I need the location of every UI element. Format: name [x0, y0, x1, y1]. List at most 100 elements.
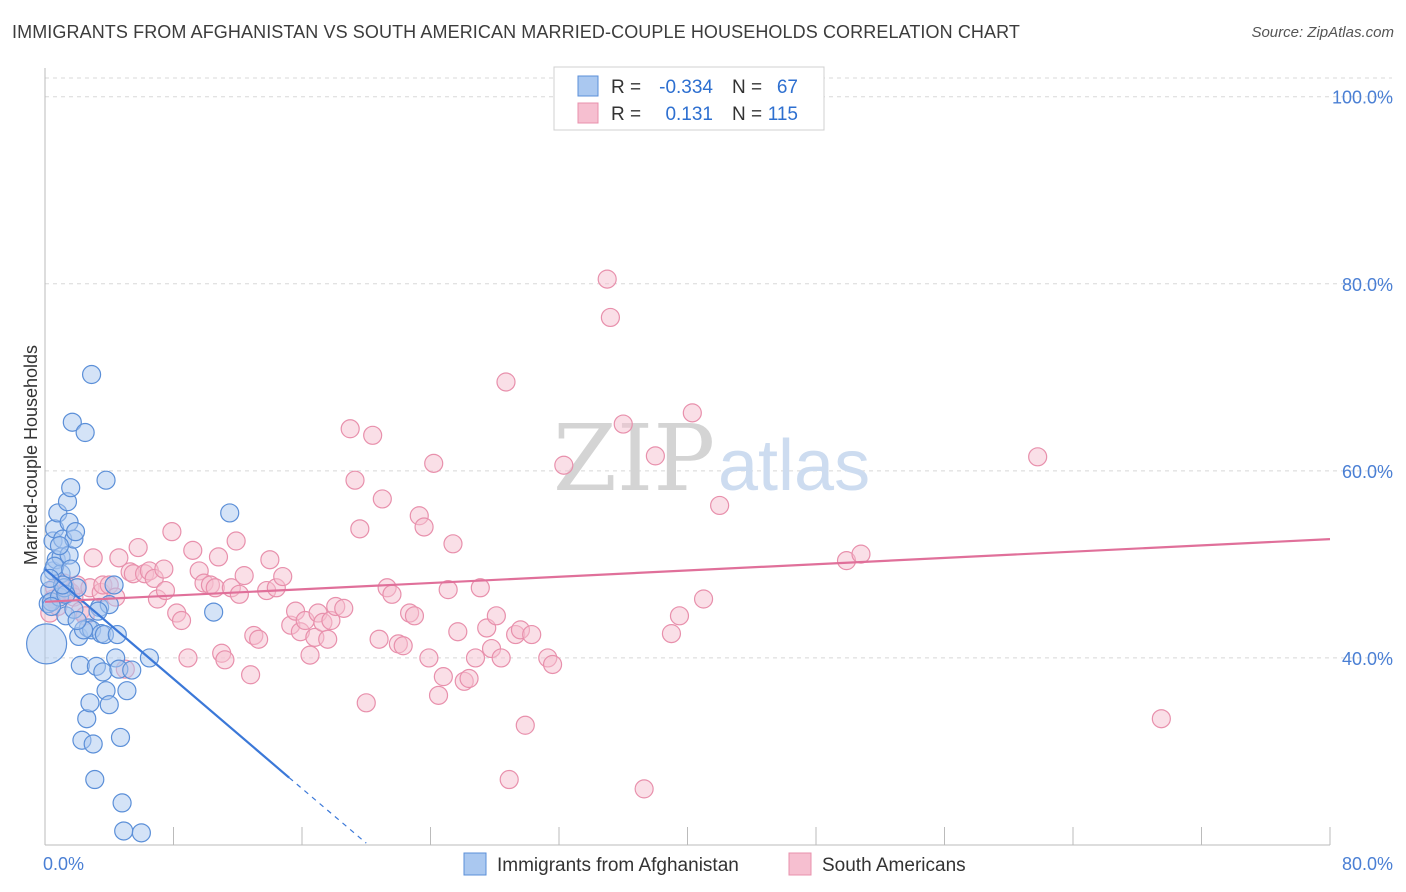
- data-point: [491, 648, 511, 668]
- data-point: [414, 517, 434, 537]
- watermark: ZIP atlas: [553, 405, 870, 512]
- data-point: [67, 610, 87, 631]
- data-point: [1028, 447, 1048, 467]
- data-point: [26, 623, 68, 665]
- data-point: [448, 622, 468, 642]
- data-point: [404, 606, 425, 626]
- trend-lines: [44, 538, 1331, 844]
- legend-r-label-pink: R =: [611, 104, 641, 125]
- data-point: [470, 578, 490, 598]
- data-point: [109, 548, 129, 568]
- data-point: [340, 419, 360, 439]
- data-point: [356, 693, 376, 713]
- data-point: [183, 540, 203, 560]
- data-point: [661, 624, 682, 644]
- data-point: [499, 769, 519, 790]
- data-point: [249, 629, 269, 649]
- data-point: [204, 602, 224, 622]
- data-point: [162, 522, 182, 542]
- data-point: [597, 269, 617, 289]
- data-point: [93, 662, 113, 682]
- data-point: [350, 519, 370, 539]
- data-point: [215, 650, 235, 670]
- axes: [44, 68, 1331, 846]
- data-point: [70, 655, 90, 676]
- legend-swatch-blue: [577, 75, 599, 97]
- legend-n-label-pink: N =: [732, 104, 762, 125]
- data-point: [61, 559, 81, 579]
- y-tick-label: 80.0%: [1342, 275, 1393, 295]
- data-point: [710, 495, 730, 516]
- data-point: [117, 681, 137, 701]
- chart-title: IMMIGRANTS FROM AFGHANISTAN VS SOUTH AME…: [12, 22, 1021, 42]
- data-point: [154, 559, 174, 579]
- y-tick-label: 100.0%: [1332, 88, 1393, 108]
- watermark-atlas: atlas: [718, 426, 870, 506]
- data-point: [61, 478, 81, 498]
- legend-n-value-blue: 67: [777, 77, 798, 98]
- data-point: [77, 709, 97, 729]
- data-point: [522, 624, 542, 645]
- data-point: [419, 648, 439, 668]
- data-point: [241, 665, 261, 685]
- data-point: [83, 548, 103, 568]
- bottom-legend-swatch-pink: [788, 852, 812, 876]
- data-point: [110, 727, 131, 748]
- data-point: [465, 648, 486, 668]
- data-point: [443, 534, 463, 554]
- data-point: [99, 695, 119, 715]
- y-axis-label: Married-couple Households: [21, 345, 41, 565]
- trend-line-south-americans: [44, 538, 1331, 603]
- bottom-legend-label-blue: Immigrants from Afghanistan: [497, 855, 739, 876]
- data-point: [613, 414, 633, 434]
- data-point: [433, 667, 453, 687]
- x-tick-label: 0.0%: [43, 854, 84, 874]
- data-point: [208, 547, 229, 567]
- data-point: [81, 364, 102, 385]
- data-point: [273, 566, 293, 587]
- data-point: [554, 455, 574, 475]
- data-point: [438, 580, 458, 600]
- data-point: [226, 531, 246, 551]
- legend-n-value-pink: 115: [768, 104, 798, 125]
- data-point: [128, 537, 148, 558]
- south-americans-points: [40, 269, 1171, 799]
- data-point: [260, 550, 280, 570]
- x-tick-labels: 0.0% 80.0%: [43, 854, 1393, 874]
- trend-line-afghanistan: [44, 568, 290, 779]
- data-point: [634, 779, 654, 799]
- data-point: [40, 568, 60, 589]
- data-point: [80, 693, 100, 713]
- bottom-legend-swatch-blue: [463, 852, 487, 876]
- bottom-legend: Immigrants from Afghanistan South Americ…: [463, 852, 966, 876]
- legend-swatch-pink: [577, 102, 599, 124]
- data-point: [334, 598, 354, 618]
- y-tick-label: 60.0%: [1342, 462, 1393, 482]
- data-point: [682, 403, 702, 423]
- y-tick-labels: 40.0% 60.0% 80.0% 100.0%: [1332, 88, 1393, 669]
- data-point: [486, 606, 506, 626]
- data-point: [318, 629, 338, 649]
- data-point: [369, 629, 389, 649]
- data-point: [112, 793, 132, 813]
- data-point: [1151, 709, 1171, 729]
- legend-r-label-blue: R =: [611, 77, 641, 98]
- data-point: [62, 412, 82, 432]
- data-point: [345, 470, 365, 490]
- data-point: [83, 734, 103, 754]
- data-point: [234, 566, 254, 586]
- data-point: [496, 372, 516, 392]
- data-point: [85, 769, 105, 790]
- data-point: [178, 648, 198, 668]
- data-point: [75, 422, 95, 443]
- data-point: [229, 584, 249, 604]
- data-point: [220, 503, 240, 523]
- data-point: [515, 715, 535, 735]
- data-point: [851, 544, 871, 564]
- legend-r-value-blue: -0.334: [659, 77, 713, 98]
- data-point: [363, 425, 383, 445]
- watermark-zip: ZIP: [553, 405, 715, 512]
- data-point: [645, 446, 665, 466]
- data-point: [459, 668, 479, 689]
